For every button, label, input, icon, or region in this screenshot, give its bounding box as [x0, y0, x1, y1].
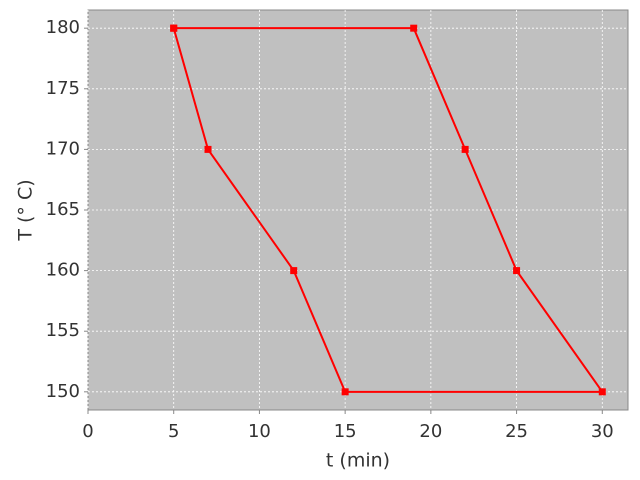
- x-tick-label: 10: [248, 421, 271, 442]
- y-axis-label: T (° C): [15, 179, 37, 241]
- data-point: [290, 267, 298, 275]
- data-point: [170, 24, 178, 32]
- data-point: [341, 388, 349, 396]
- y-tick-label: 160: [46, 260, 80, 281]
- x-axis-label: t (min): [326, 450, 390, 472]
- data-point: [410, 24, 418, 32]
- y-tick-label: 180: [46, 17, 80, 38]
- x-tick-label: 30: [591, 421, 614, 442]
- x-tick-label: 25: [505, 421, 528, 442]
- x-tick-label: 0: [82, 421, 93, 442]
- x-tick-label: 15: [334, 421, 357, 442]
- x-tick-label: 20: [419, 421, 442, 442]
- y-tick-label: 155: [46, 320, 80, 341]
- data-point: [461, 145, 469, 153]
- data-point: [598, 388, 606, 396]
- y-tick-label: 175: [46, 78, 80, 99]
- y-tick-label: 165: [46, 199, 80, 220]
- y-tick-label: 150: [46, 381, 80, 402]
- x-tick-label: 5: [168, 421, 179, 442]
- data-point: [513, 267, 521, 275]
- data-point: [204, 145, 212, 153]
- y-tick-label: 170: [46, 138, 80, 159]
